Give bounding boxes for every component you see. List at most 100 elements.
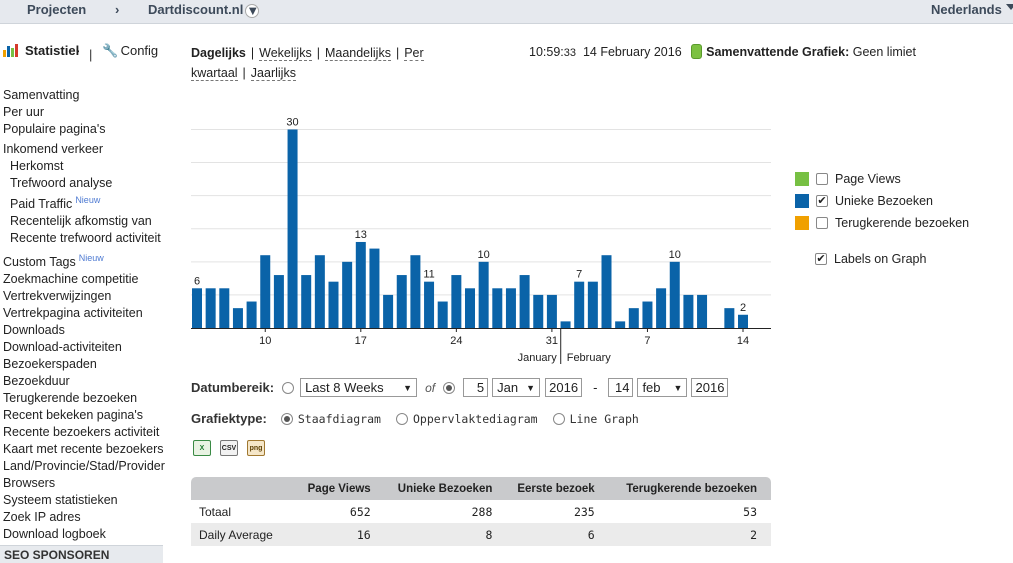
sidebar-item[interactable]: Herkomst — [3, 158, 165, 175]
sidebar-item[interactable]: Land/Provincie/Stad/Provider — [3, 458, 165, 475]
to-year-input[interactable]: 2016 — [691, 378, 729, 397]
chart-type-radio[interactable] — [395, 412, 408, 425]
bar[interactable] — [205, 288, 216, 328]
sidebar-item[interactable]: Trefwoord analyse — [3, 175, 165, 192]
period-option[interactable]: Dagelijks — [191, 46, 246, 60]
bar[interactable] — [587, 281, 598, 328]
chart-type-option[interactable]: Line Graph — [552, 412, 639, 426]
bar[interactable] — [369, 248, 380, 328]
legend-item[interactable]: Terugkerende bezoeken — [795, 212, 969, 234]
sidebar-item[interactable]: Populaire pagina's — [3, 121, 165, 138]
bar[interactable] — [192, 288, 202, 328]
sidebar-item[interactable]: Download-activiteiten — [3, 339, 165, 356]
bar[interactable] — [546, 294, 557, 328]
summary-graph-value[interactable]: Geen limiet — [852, 45, 916, 59]
bar[interactable] — [601, 255, 612, 328]
to-day-input[interactable]: 14 — [608, 378, 634, 397]
chart-type-option[interactable]: Oppervlaktediagram — [395, 412, 538, 426]
bar[interactable] — [328, 281, 339, 328]
legend-item[interactable]: Page Views — [795, 168, 969, 190]
custom-range-radio[interactable] — [443, 381, 456, 394]
bar[interactable] — [574, 281, 585, 328]
legend-checkbox[interactable] — [816, 173, 828, 185]
to-month-select[interactable]: feb ▼ — [637, 378, 688, 397]
bar[interactable] — [219, 288, 230, 328]
bar[interactable] — [437, 301, 448, 328]
from-day-input[interactable]: 5 — [463, 378, 489, 397]
bar[interactable] — [260, 255, 271, 328]
sidebar-item[interactable]: Zoekmachine competitie — [3, 271, 165, 288]
tab-config[interactable]: 🔧 Config — [102, 43, 158, 59]
bar[interactable] — [533, 294, 544, 328]
from-month-select[interactable]: Jan ▼ — [492, 378, 541, 397]
chart-type-option[interactable]: Staafdiagram — [280, 412, 381, 426]
bar[interactable] — [465, 288, 475, 328]
site-selector[interactable]: Dartdiscount.nl ▼ — [148, 2, 260, 18]
csv-export-icon[interactable]: CSV — [220, 440, 238, 456]
legend-checkbox[interactable] — [816, 217, 828, 229]
sidebar-item[interactable]: Bezoekduur — [3, 373, 165, 390]
labels-on-graph-toggle[interactable]: ✔ Labels on Graph — [815, 252, 926, 266]
projects-link[interactable]: Projecten — [27, 2, 87, 17]
chevron-down-icon[interactable]: ▼ — [245, 3, 260, 18]
sidebar-item[interactable]: Per uur — [3, 104, 165, 121]
preset-range-select[interactable]: Last 8 Weeks ▼ — [300, 378, 418, 397]
sidebar-item[interactable]: Systeem statistieken — [3, 492, 165, 509]
bar[interactable] — [628, 308, 639, 328]
period-option[interactable]: Jaarlijks — [250, 66, 296, 81]
bar[interactable] — [301, 275, 312, 328]
bar[interactable] — [669, 261, 680, 328]
bar[interactable] — [287, 129, 298, 328]
period-option[interactable]: Wekelijks — [259, 46, 312, 61]
sidebar-item[interactable]: Browsers — [3, 475, 165, 492]
preset-range-radio[interactable] — [282, 381, 295, 394]
sidebar-item[interactable]: Samenvatting — [3, 87, 165, 104]
bar[interactable] — [314, 255, 325, 328]
bar[interactable] — [232, 308, 243, 328]
bar[interactable] — [273, 275, 284, 328]
chart-type-radio[interactable] — [280, 412, 293, 425]
bar[interactable] — [396, 275, 407, 328]
language-selector[interactable]: Nederlands — [931, 2, 1013, 17]
sidebar-item[interactable]: Bezoekerspaden — [3, 356, 165, 373]
from-year-input[interactable]: 2016 — [545, 378, 583, 397]
chart-type-radio[interactable] — [552, 412, 565, 425]
legend-item[interactable]: ✔ Unieke Bezoeken — [795, 190, 969, 212]
bar[interactable] — [505, 288, 516, 328]
sidebar-item[interactable]: Downloads — [3, 322, 165, 339]
bar[interactable] — [451, 275, 462, 328]
bar[interactable] — [656, 288, 667, 328]
period-option[interactable]: Per kwartaal — [191, 46, 424, 81]
tab-statistieken[interactable]: Statistieken — [3, 43, 79, 58]
sidebar-item[interactable]: Recente trefwoord activiteit — [3, 230, 165, 247]
sidebar-item[interactable]: Vertrekpagina activiteiten — [3, 305, 165, 322]
bar[interactable] — [615, 321, 626, 328]
sidebar-item[interactable]: Vertrekverwijzingen — [3, 288, 165, 305]
bar[interactable] — [642, 301, 653, 328]
bar[interactable] — [246, 301, 257, 328]
bar[interactable] — [519, 275, 530, 328]
sidebar-item[interactable]: Recentelijk afkomstig van — [3, 213, 165, 230]
png-export-icon[interactable]: png — [247, 440, 265, 456]
bar[interactable] — [724, 308, 735, 328]
bar[interactable] — [342, 261, 353, 328]
bar[interactable] — [697, 294, 708, 328]
bar[interactable] — [738, 314, 748, 328]
bar[interactable] — [355, 241, 366, 328]
excel-export-icon[interactable]: X — [193, 440, 211, 456]
bar[interactable] — [410, 255, 421, 328]
sidebar-item[interactable]: Inkomend verkeer — [3, 141, 165, 158]
bar[interactable] — [424, 281, 435, 328]
sidebar-item[interactable]: Zoek IP adres — [3, 509, 165, 526]
bar[interactable] — [383, 294, 394, 328]
sidebar-item[interactable]: Kaart met recente bezoekers — [3, 441, 165, 458]
bar[interactable] — [560, 321, 571, 328]
sidebar-item[interactable]: Recent bekeken pagina's — [3, 407, 165, 424]
bar[interactable] — [478, 261, 489, 328]
sidebar-item[interactable]: Paid Traffic Nieuw — [3, 192, 165, 213]
bar[interactable] — [492, 288, 503, 328]
sidebar-item[interactable]: Custom Tags Nieuw — [3, 250, 165, 271]
bar[interactable] — [683, 294, 694, 328]
sidebar-item[interactable]: Download logboek — [3, 526, 165, 543]
period-option[interactable]: Maandelijks — [324, 46, 391, 61]
